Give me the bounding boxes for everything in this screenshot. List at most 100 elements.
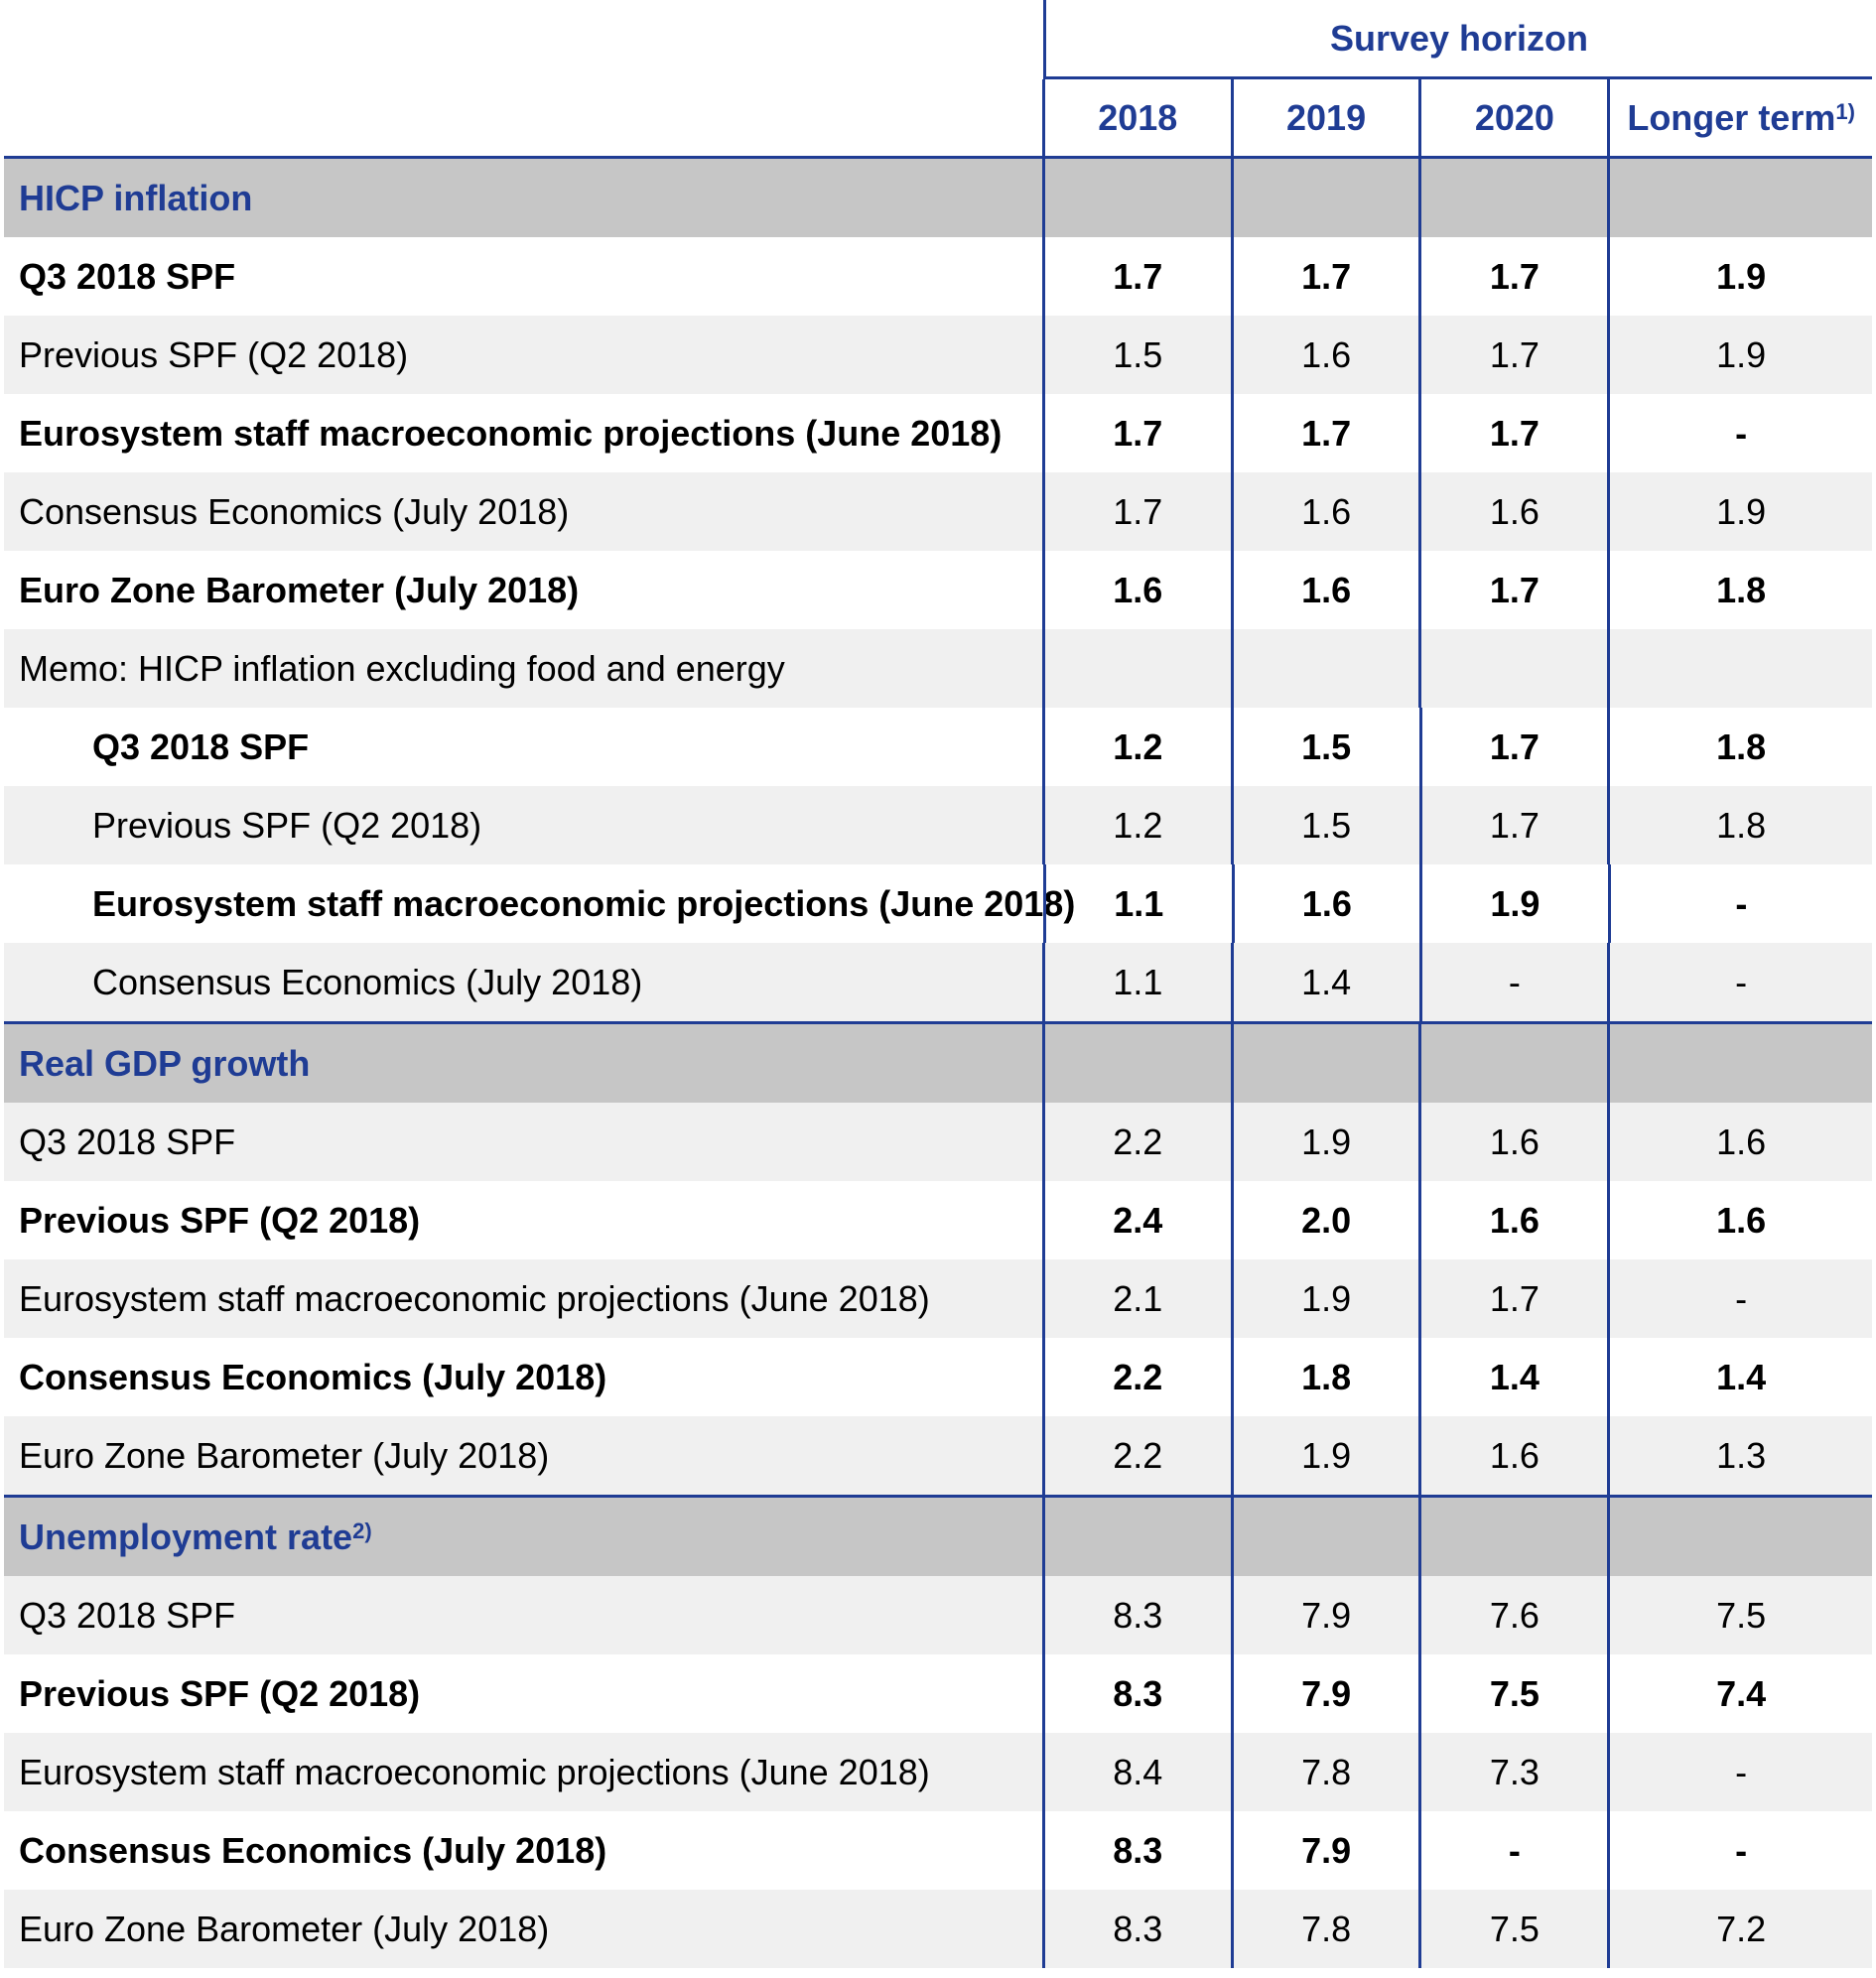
value-cell: 1.7	[1231, 394, 1419, 472]
value-cell: 1.9	[1607, 237, 1872, 316]
table-row: Consensus Economics (July 2018) 1.7 1.6 1.6…	[4, 472, 1872, 551]
empty-cell	[1418, 1498, 1607, 1576]
table-row: Q3 2018 SPF 1.2 1.5 1.7 1.8	[4, 708, 1872, 786]
row-label: Euro Zone Barometer (July 2018)	[4, 1416, 1042, 1495]
row-label: Memo: HICP inflation excluding food and …	[4, 629, 1042, 708]
value-cell: 7.3	[1418, 1733, 1607, 1811]
header-blank	[4, 0, 1043, 79]
value-cell: 1.6	[1231, 551, 1419, 629]
value-cell: 7.2	[1607, 1890, 1872, 1968]
value-cell: 1.9	[1231, 1259, 1419, 1338]
row-label: Consensus Economics (July 2018)	[4, 1811, 1042, 1890]
empty-cell	[1042, 159, 1231, 237]
section-title: Unemployment rate	[19, 1516, 352, 1558]
value-cell: 1.7	[1418, 1259, 1607, 1338]
value-cell: 1.2	[1042, 786, 1231, 864]
table-row: Previous SPF (Q2 2018) 1.2 1.5 1.7 1.8	[4, 786, 1872, 864]
section-title-cell: Real GDP growth	[4, 1024, 1042, 1103]
table-row: Previous SPF (Q2 2018) 1.5 1.6 1.7 1.9	[4, 316, 1872, 394]
value-cell: 1.2	[1042, 708, 1231, 786]
value-cell: 1.7	[1042, 472, 1231, 551]
value-cell: 1.1	[1043, 864, 1232, 943]
value-cell: 1.3	[1607, 1416, 1872, 1495]
empty-cell	[1231, 1024, 1419, 1103]
value-cell: 1.5	[1042, 316, 1231, 394]
table-row: Memo: HICP inflation excluding food and …	[4, 629, 1872, 708]
year-header: 2020	[1418, 79, 1607, 156]
survey-horizon-header: Survey horizon	[1043, 0, 1872, 79]
value-cell: 2.2	[1042, 1338, 1231, 1416]
row-label: Previous SPF (Q2 2018)	[4, 1654, 1042, 1733]
value-cell: 1.8	[1607, 708, 1872, 786]
table-row: Eurosystem staff macroeconomic projectio…	[4, 1259, 1872, 1338]
value-cell: 1.7	[1418, 394, 1607, 472]
value-cell: 1.4	[1231, 943, 1419, 1021]
row-label: Eurosystem staff macroeconomic projectio…	[4, 1733, 1042, 1811]
value-cell	[1231, 629, 1419, 708]
row-label: Eurosystem staff macroeconomic projectio…	[4, 394, 1042, 472]
value-cell: 2.2	[1042, 1416, 1231, 1495]
value-cell: 7.5	[1418, 1890, 1607, 1968]
value-cell: 7.5	[1418, 1654, 1607, 1733]
value-cell: 7.5	[1607, 1576, 1872, 1654]
row-label: Q3 2018 SPF	[4, 237, 1042, 316]
table-row: Euro Zone Barometer (July 2018) 8.3 7.8 7.5…	[4, 1890, 1872, 1968]
value-cell: 1.6	[1418, 472, 1607, 551]
row-label: Consensus Economics (July 2018)	[4, 472, 1042, 551]
table-row: Euro Zone Barometer (July 2018) 2.2 1.9 1.6…	[4, 1416, 1872, 1495]
value-cell: 1.9	[1231, 1416, 1419, 1495]
section-header-row: Unemployment rate 2)	[4, 1495, 1872, 1576]
row-label: Previous SPF (Q2 2018)	[4, 1181, 1042, 1259]
empty-cell	[1418, 159, 1607, 237]
table-row: Previous SPF (Q2 2018) 2.4 2.0 1.6 1.6	[4, 1181, 1872, 1259]
value-cell: -	[1607, 1259, 1872, 1338]
value-cell: 1.6	[1418, 1416, 1607, 1495]
value-cell	[1042, 629, 1231, 708]
longer-term-header: Longer term 1)	[1607, 79, 1872, 156]
value-cell: 1.5	[1231, 786, 1419, 864]
year-header: 2018	[1042, 79, 1231, 156]
value-cell: 7.9	[1231, 1576, 1419, 1654]
value-cell: 8.4	[1042, 1733, 1231, 1811]
section-header-row: Real GDP growth	[4, 1021, 1872, 1103]
row-label: Q3 2018 SPF	[4, 708, 1042, 786]
value-cell: 8.3	[1042, 1576, 1231, 1654]
value-cell: 7.6	[1418, 1576, 1607, 1654]
empty-cell	[1231, 1498, 1419, 1576]
table-row: Q3 2018 SPF 2.2 1.9 1.6 1.6	[4, 1103, 1872, 1181]
row-label: Previous SPF (Q2 2018)	[4, 316, 1042, 394]
value-cell: 1.6	[1607, 1103, 1872, 1181]
value-cell: 1.1	[1042, 943, 1231, 1021]
empty-cell	[1042, 1024, 1231, 1103]
value-cell: 1.9	[1419, 864, 1608, 943]
value-cell: -	[1608, 864, 1872, 943]
table-row: Previous SPF (Q2 2018) 8.3 7.9 7.5 7.4	[4, 1654, 1872, 1733]
forecast-table: Survey horizon 2018 2019 2020 Longer ter…	[4, 0, 1872, 1968]
value-cell: 1.8	[1607, 551, 1872, 629]
value-cell: 1.6	[1232, 864, 1420, 943]
empty-cell	[1418, 1024, 1607, 1103]
row-label: Q3 2018 SPF	[4, 1103, 1042, 1181]
value-cell: 1.7	[1042, 237, 1231, 316]
header-years-row: 2018 2019 2020 Longer term 1)	[4, 79, 1872, 159]
row-label: Consensus Economics (July 2018)	[4, 1338, 1042, 1416]
value-cell: 2.4	[1042, 1181, 1231, 1259]
row-label: Previous SPF (Q2 2018)	[4, 786, 1042, 864]
value-cell: -	[1607, 1811, 1872, 1890]
value-cell: 1.7	[1042, 394, 1231, 472]
section-title: Real GDP growth	[19, 1043, 310, 1085]
value-cell: 1.6	[1418, 1103, 1607, 1181]
value-cell: -	[1607, 1733, 1872, 1811]
value-cell: 1.6	[1607, 1181, 1872, 1259]
value-cell: 7.8	[1231, 1890, 1419, 1968]
table-row: Q3 2018 SPF 1.7 1.7 1.7 1.9	[4, 237, 1872, 316]
value-cell: 1.4	[1418, 1338, 1607, 1416]
empty-cell	[1042, 1498, 1231, 1576]
value-cell: 1.7	[1418, 316, 1607, 394]
value-cell: -	[1419, 943, 1608, 1021]
table-body: HICP inflation Q3 2018 SPF 1.7 1.7 1.7 1.9 Pre…	[4, 159, 1872, 1968]
empty-cell	[1607, 159, 1872, 237]
empty-cell	[1607, 1498, 1872, 1576]
header-blank	[4, 79, 1042, 156]
value-cell: 1.6	[1418, 1181, 1607, 1259]
